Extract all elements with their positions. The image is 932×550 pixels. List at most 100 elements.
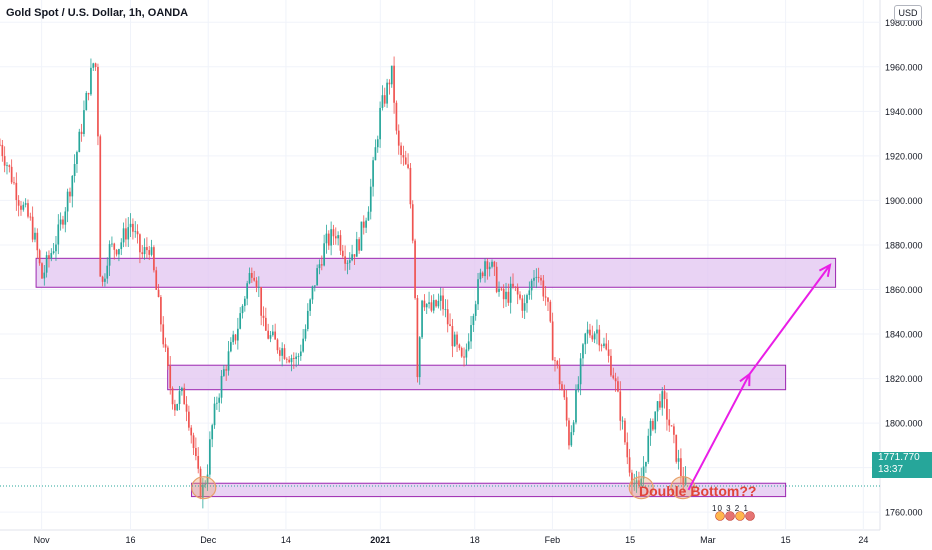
candle-body <box>27 203 29 217</box>
candle-body <box>290 358 293 363</box>
candle-body <box>85 93 88 111</box>
candle-body <box>353 254 356 257</box>
candle-body <box>540 277 542 281</box>
candle-body <box>542 280 545 297</box>
candle-body <box>157 289 160 298</box>
candle-body <box>570 432 573 446</box>
candle-body <box>390 65 393 85</box>
candle-body <box>69 191 71 197</box>
candle-body <box>232 334 235 343</box>
candle-body <box>111 243 113 245</box>
candle-body <box>141 252 144 255</box>
currency-badge[interactable]: USD <box>894 5 922 21</box>
candle-body <box>10 166 13 183</box>
price-tick-label: 1900.000 <box>885 196 923 206</box>
time-tick-label: Mar <box>700 535 716 545</box>
candle-body <box>521 298 524 311</box>
candle-body <box>544 296 547 298</box>
candle-body <box>666 399 668 420</box>
candle-body <box>62 219 64 225</box>
candle-body <box>302 338 304 352</box>
candle-body <box>120 242 123 250</box>
candle-body <box>325 233 328 244</box>
candle-body <box>659 401 661 408</box>
time-tick-label: Nov <box>34 535 51 545</box>
candles-layer <box>0 56 687 509</box>
candle-body <box>605 343 608 350</box>
candle-body <box>55 244 57 252</box>
candle-body <box>311 286 314 300</box>
price-tick-label: 1980.000 <box>885 18 923 28</box>
candle-body <box>283 348 286 359</box>
candle-body <box>355 239 358 257</box>
candle-body <box>134 231 137 233</box>
candle-body <box>213 403 216 426</box>
candle-body <box>673 426 675 435</box>
candle-body <box>360 221 363 251</box>
candle-body <box>474 304 477 316</box>
candle-body <box>155 270 158 290</box>
candle-body <box>432 300 435 311</box>
candle-body <box>125 228 127 240</box>
candle-body <box>274 331 277 340</box>
candle-body <box>598 329 601 346</box>
candle-body <box>243 298 246 306</box>
candle-body <box>647 435 650 462</box>
candle-body <box>348 260 351 263</box>
time-tick-label: 16 <box>125 535 135 545</box>
candle-body <box>80 131 83 135</box>
candle-body <box>395 102 398 131</box>
candle-body <box>132 223 134 232</box>
candle-body <box>164 344 167 348</box>
candle-body <box>589 329 591 336</box>
candle-body <box>577 384 580 390</box>
sr-zone <box>167 364 787 391</box>
candle-body <box>404 157 407 165</box>
candle-body <box>509 283 512 303</box>
candle-body <box>477 279 479 305</box>
candle-body <box>554 360 556 362</box>
candle-body <box>41 263 43 279</box>
candle-body <box>299 351 302 357</box>
event-icon <box>715 511 725 521</box>
candle-body <box>6 165 8 167</box>
candle-body <box>330 229 332 246</box>
sr-zone <box>35 257 837 288</box>
candle-body <box>71 175 74 197</box>
candle-body <box>633 482 636 485</box>
candle-body <box>108 244 111 266</box>
candle-body <box>253 277 256 281</box>
candle-body <box>234 334 237 341</box>
candle-body <box>50 253 53 259</box>
candle-body <box>645 461 647 467</box>
candle-body <box>418 337 421 378</box>
candle-body <box>285 358 288 360</box>
candle-body <box>150 247 153 255</box>
last-price-tag: 1771.770 13:37 <box>872 452 932 478</box>
candle-body <box>309 299 311 311</box>
candle-body <box>682 475 685 485</box>
candle-body <box>264 317 267 331</box>
candle-body <box>358 239 360 251</box>
candle-body <box>446 309 449 325</box>
candle-body <box>160 297 162 325</box>
candle-body <box>458 344 461 349</box>
candle-body <box>13 182 15 184</box>
candle-body <box>411 204 414 241</box>
events-icons[interactable]: 10 3 2 1 <box>712 504 749 513</box>
candle-body <box>556 360 559 366</box>
candle-body <box>260 286 263 316</box>
event-icon <box>735 511 745 521</box>
candle-body <box>439 295 442 301</box>
candle-body <box>57 224 60 245</box>
candle-body <box>83 110 85 135</box>
candle-body <box>624 420 626 443</box>
candle-body <box>250 272 253 278</box>
candle-body <box>78 131 81 153</box>
candle-body <box>211 425 214 440</box>
candle-body <box>327 233 330 246</box>
candle-body <box>183 387 186 405</box>
candle-body <box>528 290 531 296</box>
annotations-layer <box>0 263 880 521</box>
